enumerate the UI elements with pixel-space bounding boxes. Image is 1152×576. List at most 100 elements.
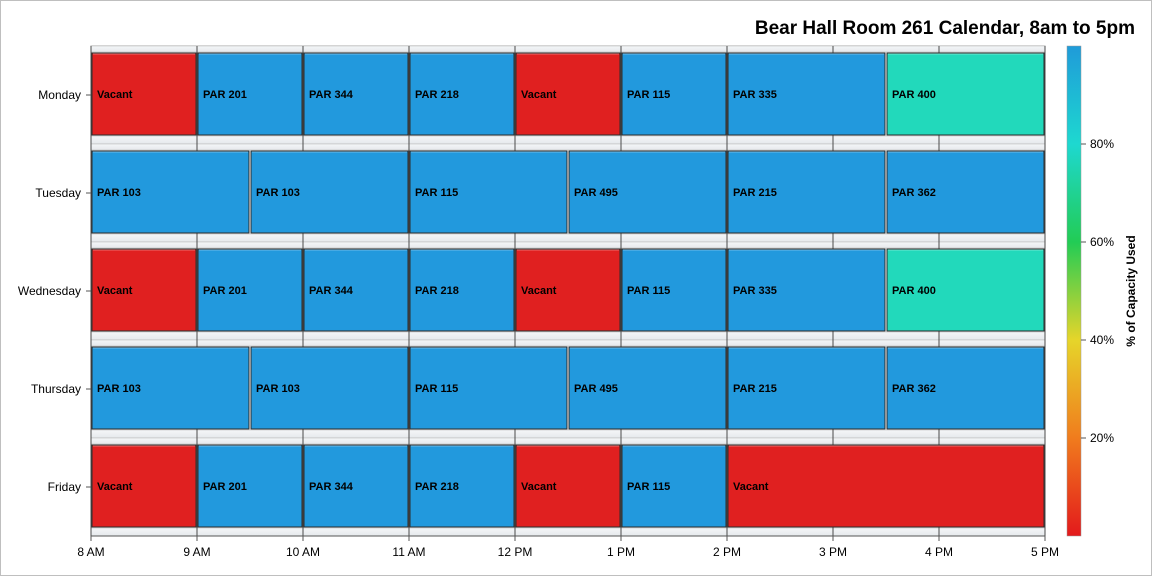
- schedule-block: PAR 115: [409, 346, 568, 430]
- row-band-bottom: [90, 527, 1046, 537]
- x-tick-label: 1 PM: [607, 545, 635, 559]
- colorbar-legend: 20% 40% 60% 80% % of Capacity Used: [1066, 45, 1138, 537]
- block-bar: [197, 444, 303, 528]
- block-bar: [91, 248, 197, 332]
- schedule-block: PAR 103: [91, 346, 250, 430]
- block-bar: [568, 346, 727, 430]
- x-axis: 8 AM 9 AM 10 AM 11 AM 12 PM 1 PM 2 PM 3 PM 4 PM 5…: [77, 535, 1059, 559]
- block-bar: [886, 248, 1045, 332]
- colorbar-bar: [1066, 45, 1082, 537]
- row-band-bottom: [90, 429, 1046, 439]
- schedule-block: Vacant: [515, 52, 621, 136]
- schedule-block: PAR 103: [250, 346, 409, 430]
- x-tick-label: 4 PM: [925, 545, 953, 559]
- block-label: PAR 495: [574, 383, 618, 395]
- schedule-block: PAR 215: [727, 346, 886, 430]
- block-bar: [727, 150, 886, 234]
- block-label: Vacant: [97, 285, 133, 297]
- block-bar: [409, 444, 515, 528]
- block-bar: [727, 444, 1045, 528]
- x-tick-label: 9 AM: [183, 545, 210, 559]
- row-band-top: [90, 143, 1046, 151]
- x-tick-label: 11 AM: [392, 545, 425, 559]
- schedule-block: PAR 201: [197, 52, 303, 136]
- schedule-block: PAR 115: [621, 248, 727, 332]
- block-label: Vacant: [733, 481, 769, 493]
- schedule-block: PAR 115: [409, 150, 568, 234]
- block-bar: [197, 248, 303, 332]
- block-label: PAR 115: [415, 383, 458, 395]
- block-bar: [621, 248, 727, 332]
- block-label: PAR 218: [415, 89, 459, 101]
- schedule-block: PAR 218: [409, 52, 515, 136]
- block-label: PAR 362: [892, 383, 936, 395]
- block-bar: [886, 52, 1045, 136]
- schedule-block: PAR 400: [886, 52, 1045, 136]
- block-bar: [91, 150, 250, 234]
- schedule-block: PAR 115: [621, 52, 727, 136]
- block-label: PAR 400: [892, 285, 936, 297]
- x-tick-label: 2 PM: [713, 545, 741, 559]
- block-bar: [303, 52, 409, 136]
- row-band-bottom: [90, 233, 1046, 243]
- schedule-block: Vacant: [91, 52, 197, 136]
- block-bar: [91, 444, 197, 528]
- schedule-block: PAR 103: [91, 150, 250, 234]
- block-label: PAR 201: [203, 481, 247, 493]
- block-bar: [250, 150, 409, 234]
- schedule-block: PAR 218: [409, 248, 515, 332]
- block-label: PAR 103: [256, 383, 300, 395]
- block-bar: [91, 52, 197, 136]
- row-band-top: [90, 241, 1046, 249]
- block-bar: [515, 248, 621, 332]
- schedule-block: PAR 335: [727, 52, 886, 136]
- schedule-block: Vacant: [91, 444, 197, 528]
- schedule-block: Vacant: [515, 248, 621, 332]
- colorbar-tick-label: 80%: [1090, 137, 1114, 151]
- block-bar: [409, 52, 515, 136]
- block-bar: [727, 52, 886, 136]
- schedule-block: PAR 362: [886, 346, 1045, 430]
- block-bar: [91, 346, 250, 430]
- block-bar: [727, 248, 886, 332]
- colorbar-title: % of Capacity Used: [1124, 235, 1138, 346]
- block-bar: [727, 346, 886, 430]
- block-bar: [515, 52, 621, 136]
- schedule-block: PAR 201: [197, 248, 303, 332]
- colorbar-tick-label: 20%: [1090, 431, 1114, 445]
- block-bar: [409, 248, 515, 332]
- block-label: Vacant: [521, 285, 557, 297]
- block-label: PAR 115: [627, 481, 670, 493]
- schedule-block: Vacant: [727, 444, 1045, 528]
- schedule-block: PAR 362: [886, 150, 1045, 234]
- block-label: PAR 115: [627, 285, 670, 297]
- row-band-top: [90, 45, 1046, 53]
- x-tick-label: 3 PM: [819, 545, 847, 559]
- row-band-bottom: [90, 135, 1046, 145]
- row-band-top: [90, 437, 1046, 445]
- x-tick-label: 12 PM: [498, 545, 533, 559]
- schedule-block: PAR 215: [727, 150, 886, 234]
- block-bar: [621, 444, 727, 528]
- block-bar: [515, 444, 621, 528]
- block-label: PAR 215: [733, 187, 777, 199]
- y-tick-label: Monday: [38, 88, 81, 102]
- schedule-block: Vacant: [91, 248, 197, 332]
- block-bar: [886, 346, 1045, 430]
- schedule-block: PAR 495: [568, 346, 727, 430]
- block-label: PAR 201: [203, 285, 247, 297]
- block-label: PAR 495: [574, 187, 618, 199]
- block-label: PAR 344: [309, 285, 354, 297]
- block-bar: [409, 150, 568, 234]
- block-bar: [197, 52, 303, 136]
- row-band-bottom: [90, 331, 1046, 341]
- block-label: PAR 344: [309, 89, 354, 101]
- block-label: Vacant: [521, 481, 557, 493]
- row-band-top: [90, 339, 1046, 347]
- x-tick-label: 10 AM: [286, 545, 320, 559]
- block-label: PAR 344: [309, 481, 354, 493]
- schedule-block: PAR 335: [727, 248, 886, 332]
- schedule-block: PAR 344: [303, 52, 409, 136]
- colorbar-tick-label: 40%: [1090, 333, 1114, 347]
- bars-layer: Vacant PAR 201 PAR 344 PAR 218 Vacant PAR 115…: [91, 52, 1045, 528]
